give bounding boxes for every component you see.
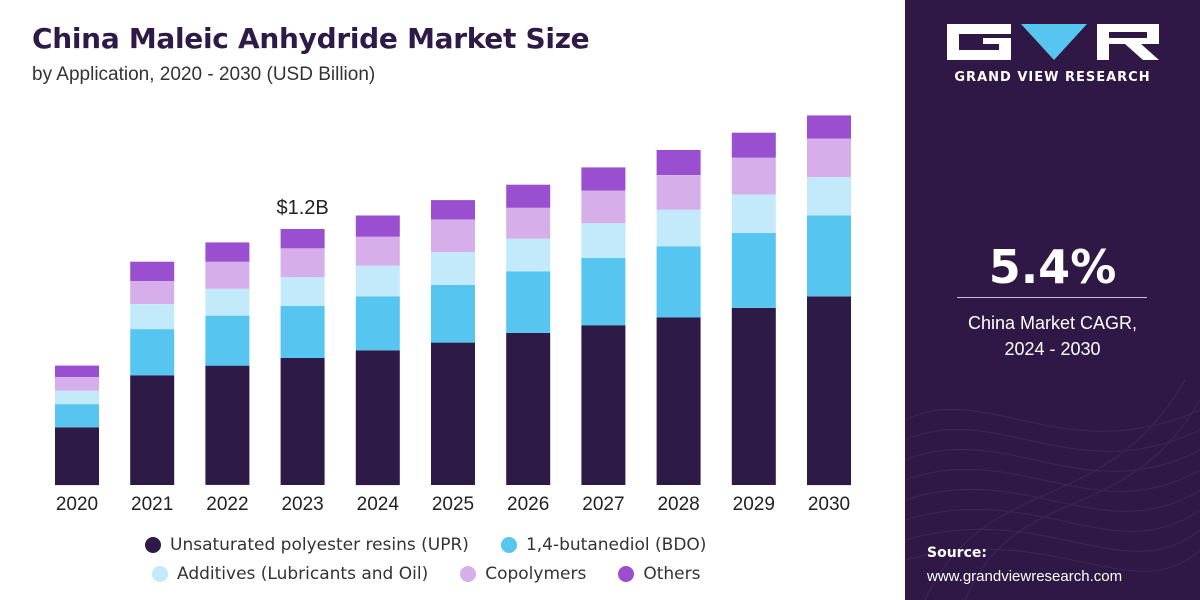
x-tick-label: 2023 (281, 494, 323, 515)
bar-segment-2028-5 (656, 150, 701, 175)
x-tick-label: 2021 (131, 494, 173, 515)
legend-swatch-additives (152, 566, 168, 582)
bar-segment-2027-4 (581, 190, 626, 224)
bar-segment-2021-5 (130, 261, 175, 281)
sidebar-panel: GRAND VIEW RESEARCH 5.4% China Market CA… (905, 0, 1200, 600)
bar-segment-2025-2 (431, 284, 475, 343)
bar-segment-2029-2 (731, 232, 776, 308)
chart-title: China Maleic Anhydride Market Size (32, 22, 590, 55)
cagr-label-line1: China Market CAGR, (967, 313, 1138, 333)
bar-segment-2024-4 (355, 236, 400, 266)
legend-swatch-others (618, 566, 635, 582)
legend-item-copolymers: Copolymers (460, 564, 586, 584)
legend-row: Unsaturated polyester resins (UPR) 1,4-b… (145, 535, 706, 555)
bar-segment-2028-2 (656, 246, 701, 318)
x-tick-label: 2025 (432, 494, 474, 515)
bar-segment-2028-3 (656, 209, 701, 247)
chart-panel: China Maleic Anhydride Market Size by Ap… (32, 22, 851, 584)
bar-segment-2025-4 (431, 219, 475, 253)
bar-segment-2030-3 (807, 177, 851, 216)
bar-segment-2027-3 (581, 223, 626, 258)
bar-segment-2026-4 (506, 207, 551, 239)
x-tick-label: 2024 (357, 494, 400, 515)
legend-row: Additives (Lubricants and Oil) Copolymer… (152, 564, 700, 584)
x-tick-label: 2020 (56, 494, 98, 515)
bar-segment-2021-4 (130, 280, 175, 304)
bar-segment-2026-2 (506, 271, 551, 333)
cagr-divider (957, 297, 1147, 298)
bar-segment-2022-5 (205, 242, 250, 262)
legend-label-bdo: 1,4-butanediol (BDO) (525, 535, 707, 555)
bar-segment-2030-5 (807, 115, 851, 139)
bar-segment-2029-4 (731, 157, 776, 195)
legend-label-additives: Additives (Lubricants and Oil) (177, 564, 429, 584)
bar-segment-2024-5 (355, 215, 400, 237)
source-label: Source: (927, 545, 987, 561)
bar-segment-2022-4 (205, 261, 250, 289)
bar-segment-2030-2 (807, 215, 851, 297)
bar-segment-2027-2 (581, 257, 626, 326)
decorative-wave-lines (905, 379, 1200, 600)
bar-segment-2030-1 (807, 296, 851, 486)
legend-item-upr: Unsaturated polyester resins (UPR) (145, 535, 469, 555)
bar-segment-2024-3 (355, 265, 400, 297)
bar-segment-2026-3 (506, 238, 551, 272)
legend-item-bdo: 1,4-butanediol (BDO) (500, 535, 707, 555)
bar-segment-2029-5 (731, 132, 776, 158)
bar-segment-2023-3 (280, 277, 325, 306)
bar-segment-2023-1 (280, 357, 325, 485)
bar-segment-2021-3 (130, 304, 175, 330)
bar-segment-2027-5 (581, 167, 626, 191)
x-tick-label: 2026 (507, 494, 549, 515)
bar-segment-2021-1 (130, 375, 175, 485)
bar-segment-2022-1 (205, 365, 250, 485)
stacked-bar-chart: 2020 2021 2022 2023 $1.2B 2024 2025 2026 2027 202… (55, 115, 851, 515)
bar-segment-2026-5 (506, 184, 551, 208)
bar-segment-2020-5 (55, 365, 99, 378)
bar-segment-2024-2 (355, 296, 400, 351)
bar-segment-2030-4 (807, 138, 851, 177)
x-tick-label: 2028 (657, 494, 699, 515)
bar-segment-2029-3 (731, 194, 776, 233)
legend-label-upr: Unsaturated polyester resins (UPR) (170, 535, 469, 555)
bar-segment-2028-1 (656, 317, 701, 485)
x-tick-label: 2029 (733, 494, 775, 515)
bar-segment-2023-5 (280, 229, 325, 249)
brand-name: GRAND VIEW RESEARCH (954, 70, 1151, 85)
cagr-label-line2: 2024 - 2030 (1004, 339, 1101, 359)
bar-segment-2020-2 (55, 404, 99, 428)
cagr-label: China Market CAGR, 2024 - 2030 (905, 310, 1200, 362)
x-tick-label: 2030 (808, 494, 850, 515)
legend-swatch-bdo (500, 537, 517, 553)
x-tick-label: 2027 (582, 494, 624, 515)
bar-segment-2021-2 (130, 329, 175, 376)
gvr-logo (947, 24, 1159, 60)
legend-swatch-upr (145, 537, 161, 553)
bar-segment-2022-3 (205, 288, 250, 316)
legend-swatch-copolymers (460, 566, 477, 582)
bar-segment-2027-1 (581, 325, 626, 485)
legend-item-additives: Additives (Lubricants and Oil) (152, 564, 428, 584)
legend-label-others: Others (643, 564, 701, 584)
bar-segment-2025-1 (431, 342, 475, 485)
data-label-2023: $1.2B (276, 197, 328, 219)
chart-subtitle: by Application, 2020 - 2030 (USD Billion… (32, 64, 376, 85)
bar-segment-2026-1 (506, 332, 551, 485)
bar-segment-2020-1 (55, 427, 99, 486)
bar-segment-2025-5 (431, 200, 475, 220)
x-tick-label: 2022 (206, 494, 248, 515)
bar-segment-2020-4 (55, 377, 99, 391)
bar-segment-2024-1 (355, 350, 400, 486)
legend-label-copolymers: Copolymers (485, 564, 587, 584)
bar-segment-2023-4 (280, 248, 325, 278)
bar-segment-2025-3 (431, 252, 475, 285)
bar-segment-2020-3 (55, 390, 99, 405)
bar-segment-2029-1 (731, 307, 776, 485)
legend-item-others: Others (618, 564, 700, 584)
cagr-value: 5.4% (988, 240, 1117, 294)
bar-segment-2022-2 (205, 315, 250, 366)
bar-segment-2023-2 (280, 306, 325, 358)
bar-segment-2028-4 (656, 175, 701, 210)
source-link[interactable]: www.grandviewresearch.com (927, 568, 1123, 585)
